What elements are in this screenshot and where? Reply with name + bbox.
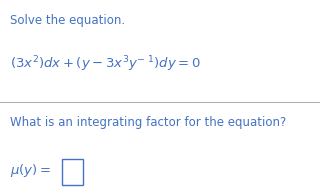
Text: $(3x^2)dx + (y - 3x^3y^{-\ 1})dy = 0$: $(3x^2)dx + (y - 3x^3y^{-\ 1})dy = 0$ — [10, 54, 201, 74]
Text: What is an integrating factor for the equation?: What is an integrating factor for the eq… — [10, 116, 286, 129]
Text: $\mu(y) =$: $\mu(y) =$ — [10, 162, 51, 179]
Text: Solve the equation.: Solve the equation. — [10, 14, 125, 26]
FancyBboxPatch shape — [62, 159, 83, 185]
